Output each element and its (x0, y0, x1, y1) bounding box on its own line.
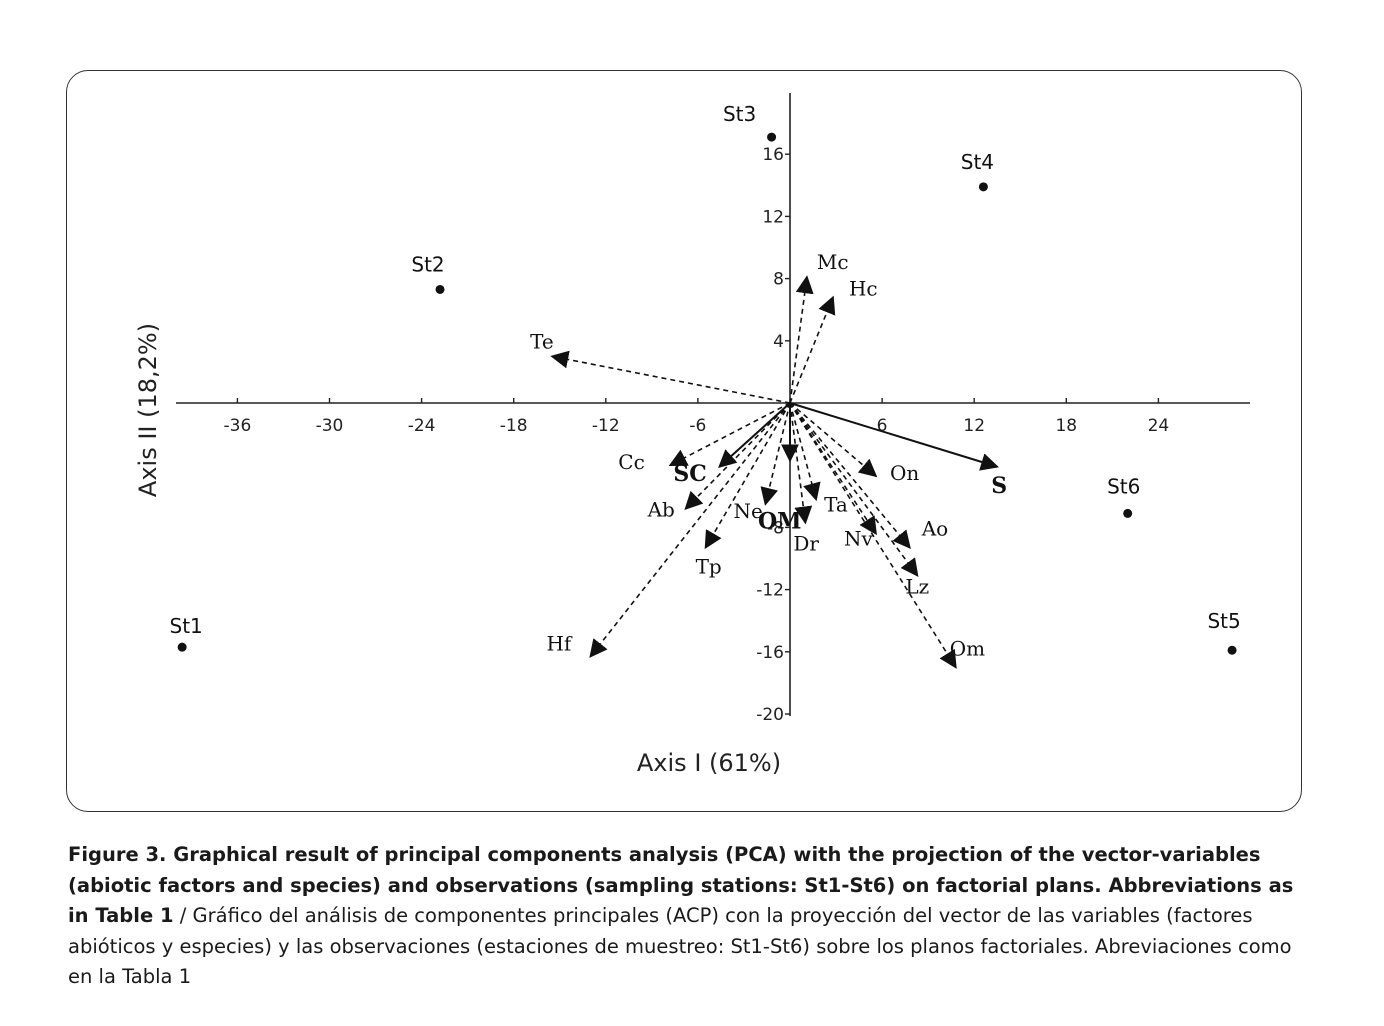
y-tick-label: -20 (756, 705, 784, 725)
observation-point-st4 (978, 182, 988, 192)
observation-point-st2 (435, 284, 445, 294)
x-tick-label: 24 (1148, 416, 1170, 436)
vector-label-s: S (991, 473, 1007, 499)
x-axis-title: Axis I (61%) (637, 749, 781, 777)
observation-point-st5 (1227, 645, 1237, 655)
vector-dr (789, 402, 813, 525)
y-tick-label: 8 (773, 270, 784, 290)
caption-separator: / (173, 904, 193, 927)
y-tick-label: 16 (762, 145, 784, 165)
observation-point-st1 (177, 642, 187, 652)
observation-label-st2: St2 (411, 252, 444, 276)
vector-on (789, 402, 878, 478)
observation-label-st1: St1 (170, 614, 203, 638)
figure-frame (66, 70, 1302, 812)
vector-ta (789, 402, 821, 502)
vector-label-om: OM (758, 509, 802, 535)
vector-label-om: Om (950, 636, 985, 660)
vector-nv (789, 402, 877, 536)
vector-cc (668, 402, 791, 467)
vector-label-nv: Nv (844, 527, 874, 551)
observation-point-st3 (767, 132, 777, 142)
figure-caption: Figure 3. Graphical result of principal … (68, 840, 1308, 993)
caption-english: Figure 3. Graphical result of principal … (68, 843, 1294, 927)
vector-label-te: Te (530, 329, 554, 353)
vector-hc (789, 295, 836, 404)
observation-point-st6 (1123, 508, 1133, 518)
vector-tp (704, 402, 791, 550)
vector-label-hf: Hf (546, 631, 572, 655)
x-tick-label: -24 (408, 416, 436, 436)
y-tick-label: -12 (756, 581, 784, 601)
vector-label-lz: Lz (905, 575, 929, 599)
caption-spanish: Gráfico del análisis de componentes prin… (68, 904, 1292, 988)
x-tick-label: -30 (316, 416, 344, 436)
x-tick-label: 18 (1055, 416, 1077, 436)
vector-label-dr: Dr (793, 532, 819, 556)
y-tick-label: 12 (762, 207, 784, 227)
observation-label-st3: St3 (723, 102, 756, 126)
vector-label-ao: Ao (921, 517, 948, 541)
vector-label-hc: Hc (849, 276, 878, 300)
observation-label-st4: St4 (961, 150, 994, 174)
pca-biplot: -36 -30 -24 -18 -12 -6 6 12 18 24 16 12 8 4 -8 -12 -16 -2… (134, 93, 1250, 777)
vector-label-mc: Mc (817, 250, 849, 274)
observation-label-st6: St6 (1107, 474, 1140, 498)
vector-sc (718, 402, 791, 468)
vector-te (550, 350, 791, 404)
vector-s (789, 402, 999, 471)
vector-mc (789, 275, 814, 404)
x-tick-label: 12 (963, 416, 985, 436)
vector-label-ne: Ne (733, 499, 762, 523)
vector-label-sc: SC (673, 461, 706, 487)
observations: St1 St2 St3 St4 St5 St6 (170, 102, 1241, 655)
ticks: -36 -30 -24 -18 -12 -6 6 12 18 24 16 12 8 4 -8 -12 -16 -2… (224, 145, 1170, 725)
vector-ab (684, 402, 791, 511)
vector-label-ta: Ta (824, 492, 848, 516)
vector-label-on: On (890, 461, 919, 485)
vector-label-tp: Tp (696, 555, 722, 579)
vector-label-ab: Ab (647, 498, 675, 522)
vector-label-cc: Cc (618, 450, 645, 474)
y-tick-label: -16 (756, 643, 784, 663)
y-tick-label: 4 (773, 332, 784, 352)
y-tick-label: -8 (767, 518, 784, 538)
vector-om (789, 402, 957, 669)
axes (176, 93, 1250, 716)
x-tick-label: 6 (877, 416, 888, 436)
x-tick-label: -6 (689, 416, 706, 436)
vector-ao (789, 402, 911, 550)
x-tick-label: -12 (592, 416, 620, 436)
x-tick-label: -18 (500, 416, 528, 436)
observation-label-st5: St5 (1207, 609, 1240, 633)
x-tick-label: -36 (224, 416, 252, 436)
y-axis-title: Axis II (18,2%) (134, 323, 162, 497)
